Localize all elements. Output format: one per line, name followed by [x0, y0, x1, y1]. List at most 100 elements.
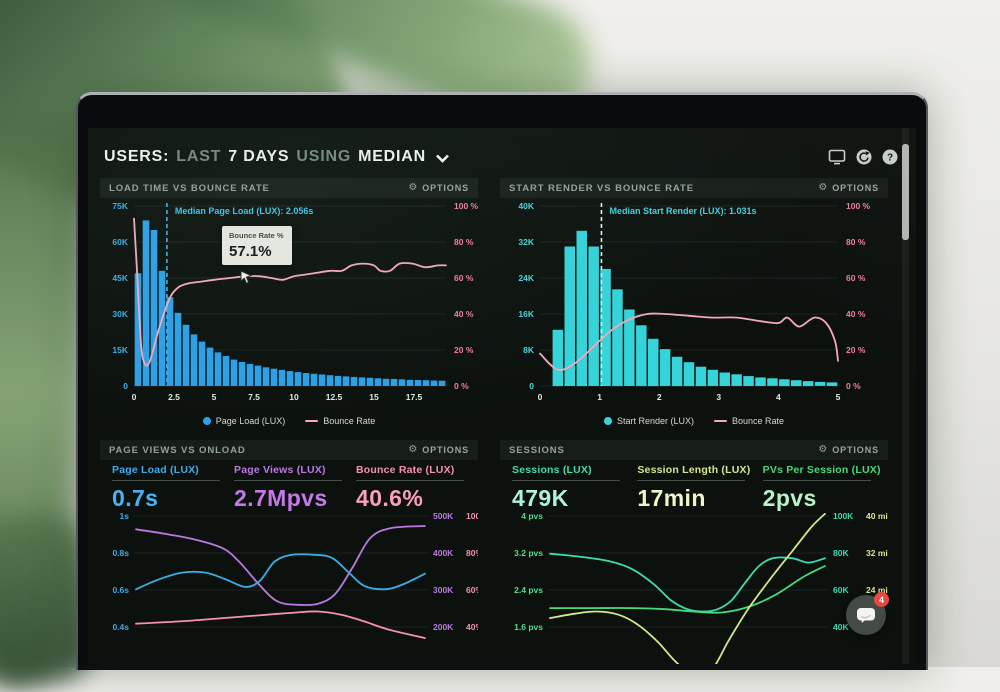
- tooltip-value: 57.1%: [229, 242, 272, 260]
- svg-text:30K: 30K: [112, 309, 128, 319]
- laptop-chin: [78, 664, 926, 670]
- svg-text:60 %: 60 %: [454, 273, 474, 283]
- options-button[interactable]: ⚙ OPTIONS: [818, 444, 879, 456]
- chart-legend: Page Load (LUX) Bounce Rate: [100, 412, 478, 430]
- svg-text:2.4 pvs: 2.4 pvs: [514, 585, 543, 595]
- svg-text:Median Start Render (LUX): 1.0: Median Start Render (LUX): 1.031s: [609, 206, 756, 216]
- help-icon[interactable]: ?: [882, 149, 898, 165]
- panel-title: START RENDER VS BOUNCE RATE: [509, 182, 694, 194]
- panel-sessions: SESSIONS ⚙ OPTIONS Sessions (LUX) 479K Ses…: [500, 440, 888, 664]
- timeframe-dropdown[interactable]: USERS: LAST 7 DAYS USING MEDIAN: [104, 142, 450, 172]
- svg-text:3.2 pvs: 3.2 pvs: [514, 548, 543, 558]
- svg-text:1.6 pvs: 1.6 pvs: [514, 622, 543, 632]
- panel-titlebar: PAGE VIEWS VS ONLOAD ⚙ OPTIONS: [100, 440, 478, 460]
- laptop-screen: USERS: LAST 7 DAYS USING MEDIAN ?: [88, 128, 916, 664]
- panel-title: SESSIONS: [509, 444, 565, 456]
- header-toolbar: ?: [828, 149, 898, 165]
- analytics-dashboard: USERS: LAST 7 DAYS USING MEDIAN ?: [88, 128, 916, 664]
- legend-item[interactable]: Start Render (LUX): [603, 416, 694, 426]
- metrics-row: Sessions (LUX) 479K Session Length (LUX) 17…: [500, 460, 888, 511]
- gear-icon: ⚙: [408, 182, 419, 193]
- svg-text:5: 5: [212, 392, 217, 402]
- metric-underline: [637, 480, 746, 481]
- svg-text:60K: 60K: [833, 585, 849, 595]
- metric-underline: [356, 480, 464, 481]
- chat-widget-button[interactable]: 4: [846, 592, 889, 635]
- legend-item[interactable]: Page Load (LUX): [202, 416, 286, 426]
- svg-text:80 %: 80 %: [454, 237, 474, 247]
- legend-item[interactable]: Bounce Rate: [713, 416, 785, 426]
- metric-value: 40.6%: [356, 485, 424, 511]
- panel-page-views-vs-onload: PAGE VIEWS VS ONLOAD ⚙ OPTIONS Page Load…: [100, 440, 478, 664]
- metric-value: 17min: [637, 485, 706, 511]
- svg-text:7.5: 7.5: [248, 392, 260, 402]
- metric-label: Page Views (LUX): [234, 464, 326, 476]
- gear-icon: ⚙: [818, 444, 829, 455]
- metric: Page Load (LUX) 0.7s: [112, 464, 234, 511]
- panel-start-render-vs-bounce-rate: START RENDER VS BOUNCE RATE ⚙ OPTIONS 40…: [500, 178, 888, 430]
- metric-label: PVs Per Session (LUX): [762, 464, 881, 476]
- scrollbar[interactable]: [902, 128, 909, 664]
- metric-label: Session Length (LUX): [637, 464, 751, 476]
- svg-text:40K: 40K: [833, 622, 849, 632]
- panel-titlebar: START RENDER VS BOUNCE RATE ⚙ OPTIONS: [500, 178, 888, 198]
- svg-text:0 %: 0 %: [846, 381, 861, 391]
- svg-text:32K: 32K: [518, 237, 534, 247]
- legend-label: Bounce Rate: [731, 416, 785, 426]
- svg-text:40 %: 40 %: [454, 309, 474, 319]
- svg-text:15K: 15K: [112, 345, 128, 355]
- laptop: USERS: LAST 7 DAYS USING MEDIAN ?: [76, 92, 928, 670]
- options-button[interactable]: ⚙ OPTIONS: [408, 182, 469, 194]
- svg-text:45K: 45K: [112, 273, 128, 283]
- svg-text:Median Page Load (LUX): 2.056s: Median Page Load (LUX): 2.056s: [175, 206, 314, 216]
- panel-load-time-vs-bounce-rate: LOAD TIME VS BOUNCE RATE ⚙ OPTIONS 75K 10…: [100, 178, 478, 430]
- svg-text:0: 0: [529, 381, 534, 391]
- svg-text:60 %: 60 %: [846, 273, 866, 283]
- chevron-down-icon: [436, 154, 449, 163]
- svg-text:0: 0: [123, 381, 128, 391]
- legend-dot-marker: [202, 417, 211, 425]
- svg-text:15: 15: [369, 392, 379, 402]
- options-button[interactable]: ⚙ OPTIONS: [818, 183, 879, 194]
- svg-text:200K: 200K: [433, 622, 454, 632]
- tooltip-label: Bounce Rate %: [229, 231, 284, 240]
- svg-text:20 %: 20 %: [454, 345, 474, 355]
- panel-titlebar: LOAD TIME VS BOUNCE RATE ⚙ OPTIONS: [100, 178, 478, 198]
- svg-text:12.5: 12.5: [326, 392, 343, 402]
- svg-text:4 pvs: 4 pvs: [521, 511, 543, 521]
- svg-text:17.5: 17.5: [406, 392, 423, 402]
- chat-bubble-icon: [857, 607, 875, 623]
- svg-text:100 %: 100 %: [846, 201, 871, 211]
- options-button[interactable]: ⚙ OPTIONS: [408, 445, 469, 456]
- svg-text:5: 5: [836, 392, 841, 402]
- header-segment: 7 DAYS: [228, 148, 290, 165]
- monitor-icon[interactable]: [828, 149, 846, 165]
- svg-text:80 %: 80 %: [846, 237, 866, 247]
- svg-text:10: 10: [289, 392, 299, 402]
- bar-line-chart[interactable]: 40K 100 % 32K 80 % 24K 60 % 16K 40 % 8K 20 % 0 0 % 0…: [500, 198, 888, 412]
- legend-item[interactable]: Bounce Rate: [305, 416, 375, 426]
- metric-value: 2.7Mpvs: [234, 485, 328, 511]
- svg-text:100K: 100K: [833, 511, 854, 521]
- svg-text:40 %: 40 %: [846, 309, 866, 319]
- legend-label: Page Load (LUX): [215, 416, 286, 426]
- panel-titlebar: SESSIONS ⚙ OPTIONS: [500, 440, 888, 460]
- line-chart[interactable]: 1s 500K 100% 0.8s 400K 80% 0.6s 300K 60% 0.4s 200K…: [100, 508, 478, 664]
- svg-text:100%: 100%: [466, 511, 478, 521]
- scrollbar-thumb[interactable]: [902, 144, 909, 240]
- mouse-cursor-icon: [240, 270, 253, 284]
- options-label: OPTIONS: [832, 445, 879, 455]
- svg-text:20 %: 20 %: [846, 345, 866, 355]
- line-chart[interactable]: 4 pvs 100K 40 min 3.2 pvs 80K 32 min 2.4 pvs 60…: [500, 508, 888, 664]
- share-icon[interactable]: [856, 149, 872, 165]
- metric-underline: [762, 480, 871, 481]
- svg-text:0: 0: [132, 392, 137, 402]
- svg-text:4: 4: [776, 392, 781, 402]
- options-label: OPTIONS: [422, 183, 469, 193]
- metric-underline: [112, 480, 220, 481]
- svg-text:60%: 60%: [466, 585, 478, 595]
- metric-label: Bounce Rate (LUX): [356, 464, 455, 476]
- svg-text:75K: 75K: [112, 201, 128, 211]
- metric-value: 479K: [512, 485, 569, 511]
- svg-text:80K: 80K: [833, 548, 849, 558]
